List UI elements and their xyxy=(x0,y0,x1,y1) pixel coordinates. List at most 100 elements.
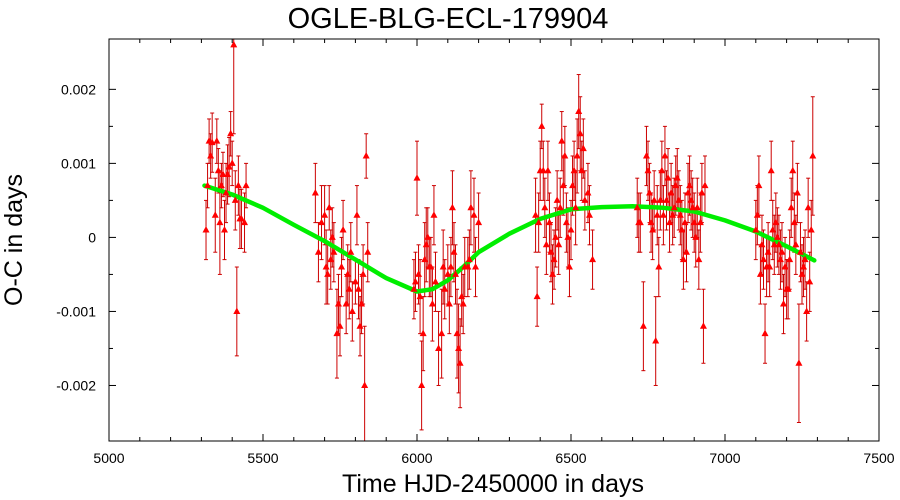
data-point-marker xyxy=(787,203,795,211)
x-tick-label: 7500 xyxy=(863,450,894,466)
data-point-marker xyxy=(428,300,436,307)
data-point-marker xyxy=(770,240,778,248)
data-point-marker xyxy=(207,151,215,159)
y-axis: -0.002 -0.001 0 0.001 0.002 xyxy=(56,81,879,393)
data-point-marker xyxy=(237,214,245,222)
data-point-marker xyxy=(798,270,806,277)
data-point-marker xyxy=(584,188,592,196)
data-point-marker xyxy=(321,211,329,218)
data-point-marker xyxy=(564,233,572,240)
data-point-marker xyxy=(214,166,222,174)
data-point-marker xyxy=(772,218,780,226)
data-point-marker xyxy=(219,170,227,177)
data-point-marker xyxy=(411,277,419,285)
data-point-marker xyxy=(669,211,677,218)
data-point-marker xyxy=(241,218,249,226)
data-point-marker xyxy=(470,211,478,218)
data-point-marker xyxy=(569,181,577,189)
data-point-marker xyxy=(550,255,558,263)
data-point-marker xyxy=(701,181,709,189)
x-tick-label: 6000 xyxy=(401,450,432,466)
data-point-marker xyxy=(465,255,473,263)
data-point-marker xyxy=(562,218,570,226)
data-point-marker xyxy=(450,248,458,255)
data-point-marker xyxy=(441,285,449,292)
data-point-marker xyxy=(756,270,764,277)
data-point-marker xyxy=(231,196,239,203)
data-point-marker xyxy=(673,174,681,181)
data-point-marker xyxy=(789,166,797,174)
data-point-marker xyxy=(689,203,697,211)
data-point-marker xyxy=(328,233,336,240)
data-point-marker xyxy=(778,248,786,255)
data-point-marker xyxy=(760,255,767,263)
data-point-marker xyxy=(345,285,353,292)
data-point-marker xyxy=(213,137,221,144)
y-tick-label: 0 xyxy=(88,229,96,245)
data-point-marker xyxy=(459,300,467,307)
data-point-marker xyxy=(806,277,814,285)
data-point-marker xyxy=(767,166,775,174)
data-point-marker xyxy=(351,277,359,285)
y-tick-label: 0.001 xyxy=(61,155,96,171)
data-point-marker xyxy=(445,300,453,307)
data-point-marker xyxy=(224,170,232,177)
data-point-marker xyxy=(572,203,580,211)
data-point-marker xyxy=(578,166,586,174)
data-point-marker xyxy=(567,226,575,233)
data-point-marker xyxy=(334,300,342,307)
data-point-marker xyxy=(642,151,650,159)
data-point-marker xyxy=(541,203,549,211)
data-point-marker xyxy=(311,188,319,196)
data-point-marker xyxy=(413,174,421,181)
data-point-marker xyxy=(683,248,690,255)
data-point-marker xyxy=(211,211,219,218)
data-point-marker xyxy=(353,211,361,218)
x-tick-label: 7000 xyxy=(709,450,740,466)
data-point-marker xyxy=(758,240,766,248)
data-point-marker xyxy=(361,381,369,388)
data-point-marker xyxy=(667,188,675,196)
data-point-marker xyxy=(344,270,352,277)
data-point-marker xyxy=(439,263,447,270)
data-point-marker xyxy=(424,233,432,240)
data-point-marker xyxy=(633,203,641,211)
data-point-marker xyxy=(675,196,683,203)
data-point-marker xyxy=(666,218,674,226)
data-point-marker xyxy=(547,248,555,255)
data-point-marker xyxy=(538,122,546,129)
x-axis: 5000 5500 6000 6500 7000 7500 xyxy=(93,39,895,466)
data-point-marker xyxy=(585,211,593,218)
data-point-marker xyxy=(472,263,480,270)
data-point-marker xyxy=(356,322,364,329)
data-point-marker xyxy=(699,322,707,329)
y-tick-label: -0.002 xyxy=(56,377,96,393)
data-point-marker xyxy=(342,300,350,307)
data-point-marker xyxy=(532,211,540,218)
data-point-marker xyxy=(686,181,694,189)
data-point-marker xyxy=(790,218,798,226)
data-point-marker xyxy=(570,166,578,174)
data-point-marker xyxy=(755,181,763,189)
data-point-marker xyxy=(796,248,804,255)
data-point-marker xyxy=(322,263,330,270)
x-tick-label: 5500 xyxy=(247,450,278,466)
data-point-marker xyxy=(427,263,435,270)
data-point-marker xyxy=(553,196,561,203)
data-point-marker xyxy=(800,263,808,270)
data-point-marker xyxy=(418,381,426,388)
chart-title: OGLE-BLG-ECL-179904 xyxy=(288,3,609,35)
data-point-marker xyxy=(453,329,461,337)
data-point-marker xyxy=(338,263,346,270)
data-point-marker xyxy=(552,233,560,240)
data-point-marker xyxy=(780,300,788,307)
data-point-marker xyxy=(216,218,224,226)
data-point-marker xyxy=(653,211,661,218)
data-point-marker xyxy=(448,203,456,211)
data-point-marker xyxy=(555,240,563,248)
data-point-marker xyxy=(670,203,678,211)
data-point-marker xyxy=(419,329,427,337)
data-point-marker xyxy=(233,307,241,314)
data-point-marker xyxy=(775,240,783,248)
data-point-marker xyxy=(558,137,566,144)
